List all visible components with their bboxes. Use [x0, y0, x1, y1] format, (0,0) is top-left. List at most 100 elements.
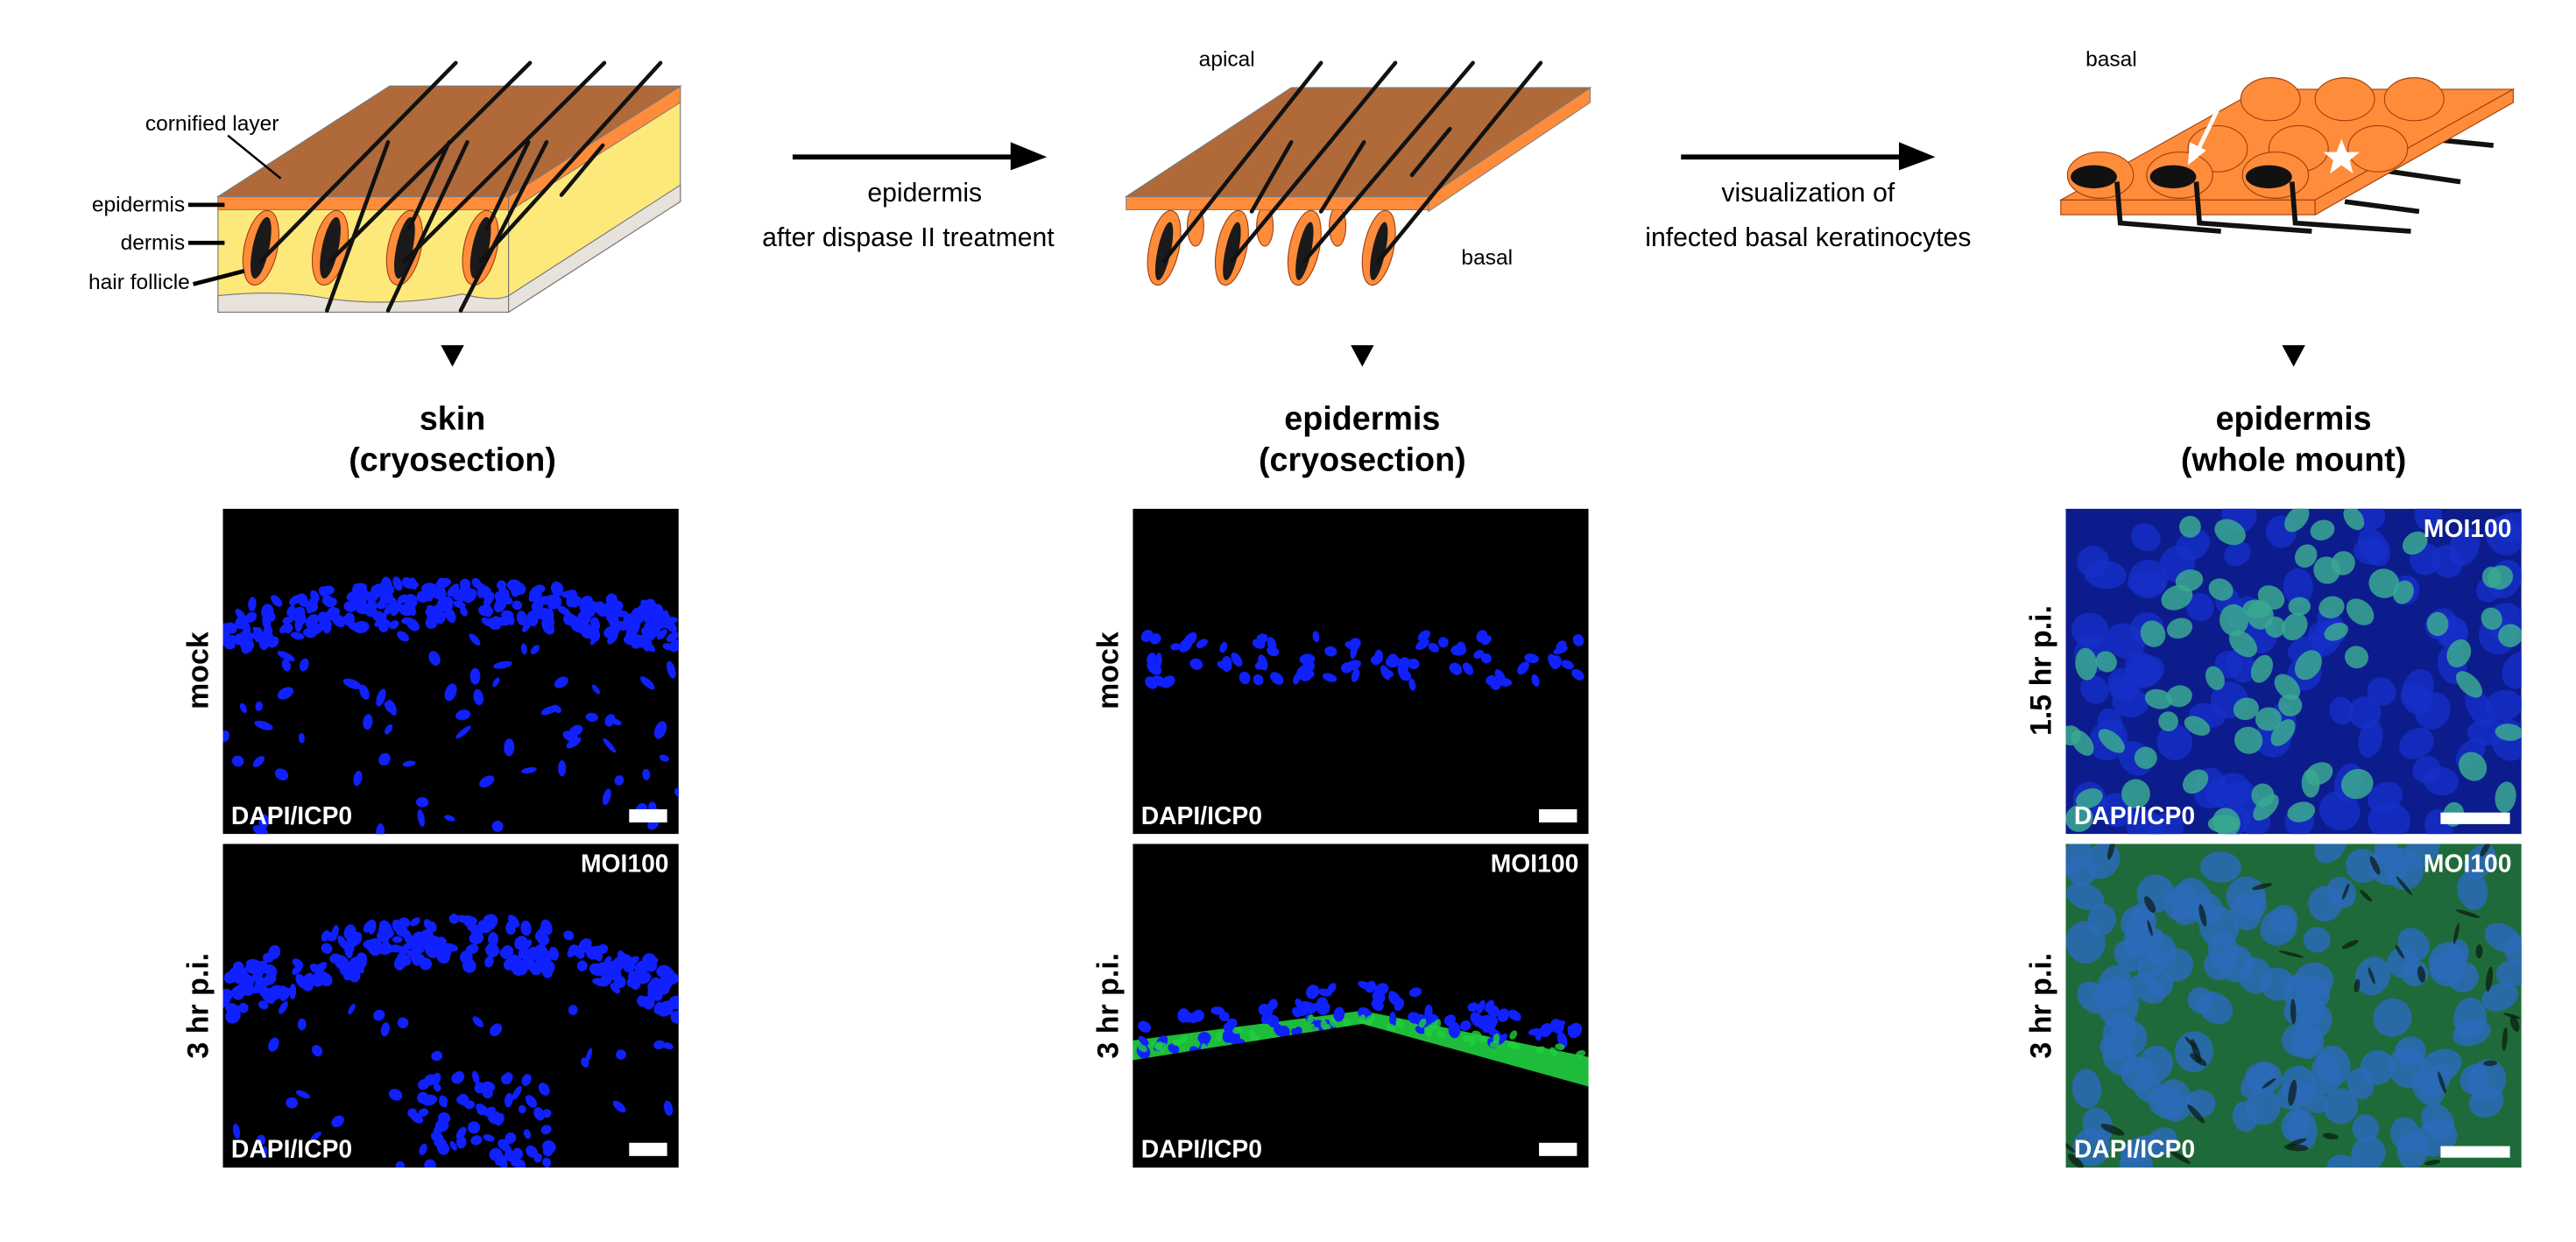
nucleus — [1219, 641, 1228, 653]
nucleus — [2179, 516, 2201, 538]
nucleus — [2100, 1123, 2125, 1136]
nucleus — [1312, 631, 1320, 643]
nucleus — [585, 1048, 593, 1062]
nucleus — [1226, 1018, 1238, 1028]
nucleus — [448, 914, 459, 924]
nucleus — [2095, 651, 2117, 673]
nucleus — [574, 947, 585, 959]
nucleus — [471, 1070, 480, 1084]
nucleus — [1469, 1035, 1477, 1046]
nucleus — [2459, 752, 2488, 781]
nucleus — [1497, 1008, 1510, 1022]
tissue-layer — [1133, 1010, 1589, 1087]
arrow1-line2: after dispase II treatment — [762, 223, 1055, 252]
nucleus — [1572, 634, 1584, 646]
stain-label: DAPI/ICP0 — [231, 801, 352, 829]
nucleus — [2278, 950, 2304, 958]
nucleus — [571, 596, 582, 608]
nucleus — [2324, 623, 2348, 641]
nucleus — [2281, 612, 2308, 641]
nucleus — [568, 724, 583, 737]
nucleus — [505, 1132, 517, 1144]
nucleus — [506, 579, 522, 592]
nucleus — [299, 658, 309, 672]
nucleus — [2250, 654, 2273, 683]
nucleus — [669, 639, 679, 653]
nucleus — [483, 1133, 495, 1142]
nucleus — [241, 639, 255, 654]
nucleus — [343, 612, 356, 627]
nucleus — [605, 610, 619, 625]
stain-label: DAPI/ICP0 — [2074, 801, 2195, 829]
nucleus — [410, 917, 420, 927]
nucleus — [359, 684, 370, 701]
nucleus — [417, 1091, 429, 1104]
nucleus — [277, 687, 294, 700]
stain-label: DAPI/ICP0 — [2074, 1135, 2195, 1163]
nucleus — [579, 612, 591, 625]
nucleus — [2502, 651, 2522, 689]
nucleus — [1397, 660, 1409, 677]
nucleus — [455, 1135, 467, 1149]
nucleus — [1528, 1027, 1542, 1036]
nucleus — [264, 987, 275, 1001]
nucleus — [402, 760, 416, 767]
nucleus — [396, 954, 407, 970]
nucleus — [2284, 508, 2310, 533]
nucleus — [637, 633, 649, 645]
nucleus — [222, 730, 229, 743]
nucleus — [2326, 1154, 2357, 1168]
nucleus — [343, 924, 356, 942]
nucleus — [2065, 1140, 2076, 1153]
nucleus — [522, 618, 533, 632]
nucleus — [526, 1145, 539, 1159]
nucleus — [258, 1000, 269, 1010]
nucleus — [2274, 674, 2301, 700]
nucleus — [1196, 639, 1208, 649]
nucleus — [368, 920, 377, 935]
nucleus — [589, 630, 600, 646]
nucleus — [463, 589, 477, 603]
nucleus — [388, 1089, 403, 1101]
arrow1-line1: epidermis — [867, 179, 982, 208]
nucleus — [2065, 854, 2098, 886]
nucleus — [610, 718, 622, 726]
nucleus — [2414, 508, 2443, 532]
nucleus — [2278, 694, 2303, 716]
nucleus — [427, 612, 435, 624]
nucleus — [451, 1072, 463, 1084]
nucleus — [236, 617, 251, 630]
nucleus — [397, 1017, 409, 1029]
nucleus — [1320, 1020, 1328, 1030]
nucleus — [2125, 652, 2161, 688]
label-cornified-layer: cornified layer — [145, 112, 279, 136]
epidermis-sheet-diagram: apical basal — [1124, 48, 1592, 286]
nucleus — [261, 1146, 268, 1159]
nucleus — [279, 1000, 288, 1014]
nucleus — [392, 919, 402, 933]
nucleus — [392, 576, 403, 591]
nucleus — [2158, 711, 2178, 731]
nucleus — [2198, 904, 2207, 927]
nucleus — [433, 1126, 442, 1135]
nucleus — [2213, 808, 2241, 835]
nucleus — [2318, 596, 2345, 618]
nucleus — [307, 600, 318, 614]
nucleus — [1467, 1002, 1479, 1013]
arrow2-line1: visualization of — [1721, 179, 1895, 208]
nucleus — [226, 635, 237, 646]
nucleus — [2369, 856, 2381, 875]
nucleus — [2232, 1101, 2258, 1133]
nucleus — [1358, 981, 1373, 991]
nucleus — [1258, 654, 1268, 671]
nucleus — [2252, 883, 2272, 891]
row-labels: mock 3 hr p.i. mock 3 hr p.i. 1.5 hr p.i… — [182, 605, 2058, 1058]
nucleus — [2495, 959, 2522, 987]
panel-epidermis-cryo-3hr — [1133, 843, 1589, 1168]
nucleus — [2134, 746, 2157, 769]
nucleus — [2262, 1077, 2276, 1089]
nucleus — [552, 704, 562, 714]
nucleus — [2166, 685, 2192, 708]
nucleus — [2129, 974, 2166, 1004]
nucleus — [460, 950, 473, 964]
